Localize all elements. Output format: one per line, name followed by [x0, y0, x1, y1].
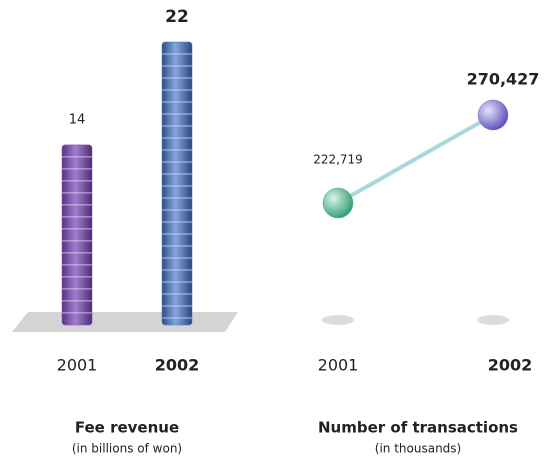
value-label: 222,719 — [313, 153, 363, 167]
platform — [12, 312, 238, 332]
chart-subtitle: (in billions of won) — [72, 442, 182, 456]
shadow — [477, 315, 509, 325]
value-label: 22 — [165, 7, 189, 27]
x-tick-label: 2002 — [488, 356, 533, 375]
value-label: 270,427 — [467, 70, 540, 89]
value-label: 14 — [69, 112, 86, 127]
bar — [161, 41, 193, 326]
line — [337, 113, 494, 205]
x-tick-label: 2001 — [318, 356, 359, 375]
x-tick-label: 2001 — [57, 356, 98, 375]
chart-subtitle: (in thousands) — [375, 442, 461, 456]
point — [477, 99, 509, 131]
shadow — [322, 315, 354, 325]
chart-title: Number of transactions — [318, 419, 518, 437]
point — [322, 187, 354, 219]
bar — [61, 144, 93, 326]
chart-title: Fee revenue — [75, 419, 179, 437]
x-tick-label: 2002 — [155, 356, 200, 375]
